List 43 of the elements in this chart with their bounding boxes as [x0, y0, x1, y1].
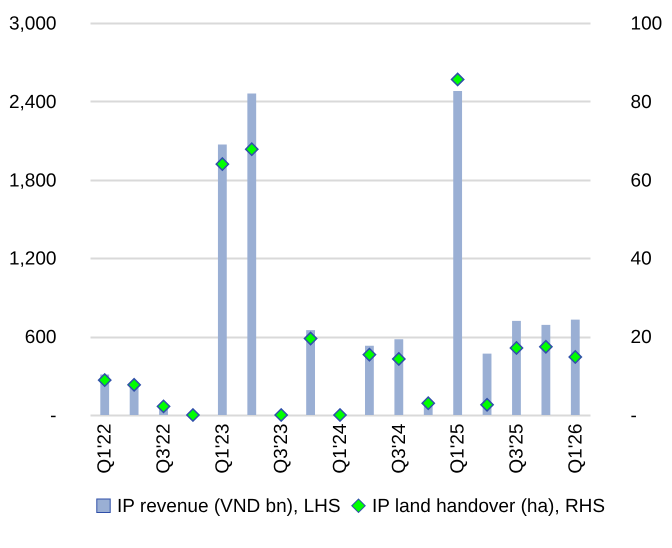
bar [453, 90, 462, 415]
x-tick-label: Q3'22 [154, 424, 175, 474]
point [333, 408, 347, 422]
y2-tick-label: - [630, 406, 637, 426]
point [450, 72, 465, 86]
point [244, 142, 259, 156]
point [480, 398, 494, 412]
y-tick-label: 600 [24, 327, 56, 348]
y-tick-label: 2,400 [8, 92, 56, 113]
bar [247, 94, 256, 415]
y-tick-label: 1,800 [8, 170, 56, 192]
legend-label: IP land handover (ha), RHS [372, 496, 606, 517]
x-tick-label: Q3'24 [388, 423, 410, 474]
y-tick-label: 1,200 [8, 248, 56, 270]
x-tick-label: Q1'23 [212, 424, 234, 474]
point [568, 350, 582, 364]
y2-tick-label: 80 [630, 92, 652, 113]
y-tick-label: - [50, 406, 56, 426]
x-tick-label: Q3'23 [271, 424, 292, 474]
point [362, 348, 376, 362]
point [304, 332, 318, 346]
bar [218, 144, 227, 415]
point [215, 157, 230, 171]
point [156, 400, 170, 414]
point [539, 340, 553, 354]
y2-tick-label: 100 [630, 14, 662, 34]
point [274, 408, 288, 422]
point [392, 352, 406, 366]
x-tick-label: Q1'26 [565, 424, 586, 474]
point [127, 378, 141, 392]
x-tick-label: Q1'22 [94, 424, 116, 474]
x-tick-label: Q3'25 [506, 424, 528, 474]
x-tick-label: Q1'24 [330, 423, 351, 474]
point [186, 408, 200, 422]
point [421, 396, 436, 410]
y-tick-label: 3,000 [8, 14, 56, 34]
y2-tick-label: 20 [630, 327, 652, 348]
point [510, 341, 524, 355]
y2-tick-label: 40 [630, 248, 652, 270]
legend-label: IP revenue (VND bn), LHS [117, 496, 341, 517]
y2-tick-label: 60 [630, 170, 652, 192]
point [98, 373, 112, 387]
x-tick-label: Q1'25 [448, 424, 469, 474]
